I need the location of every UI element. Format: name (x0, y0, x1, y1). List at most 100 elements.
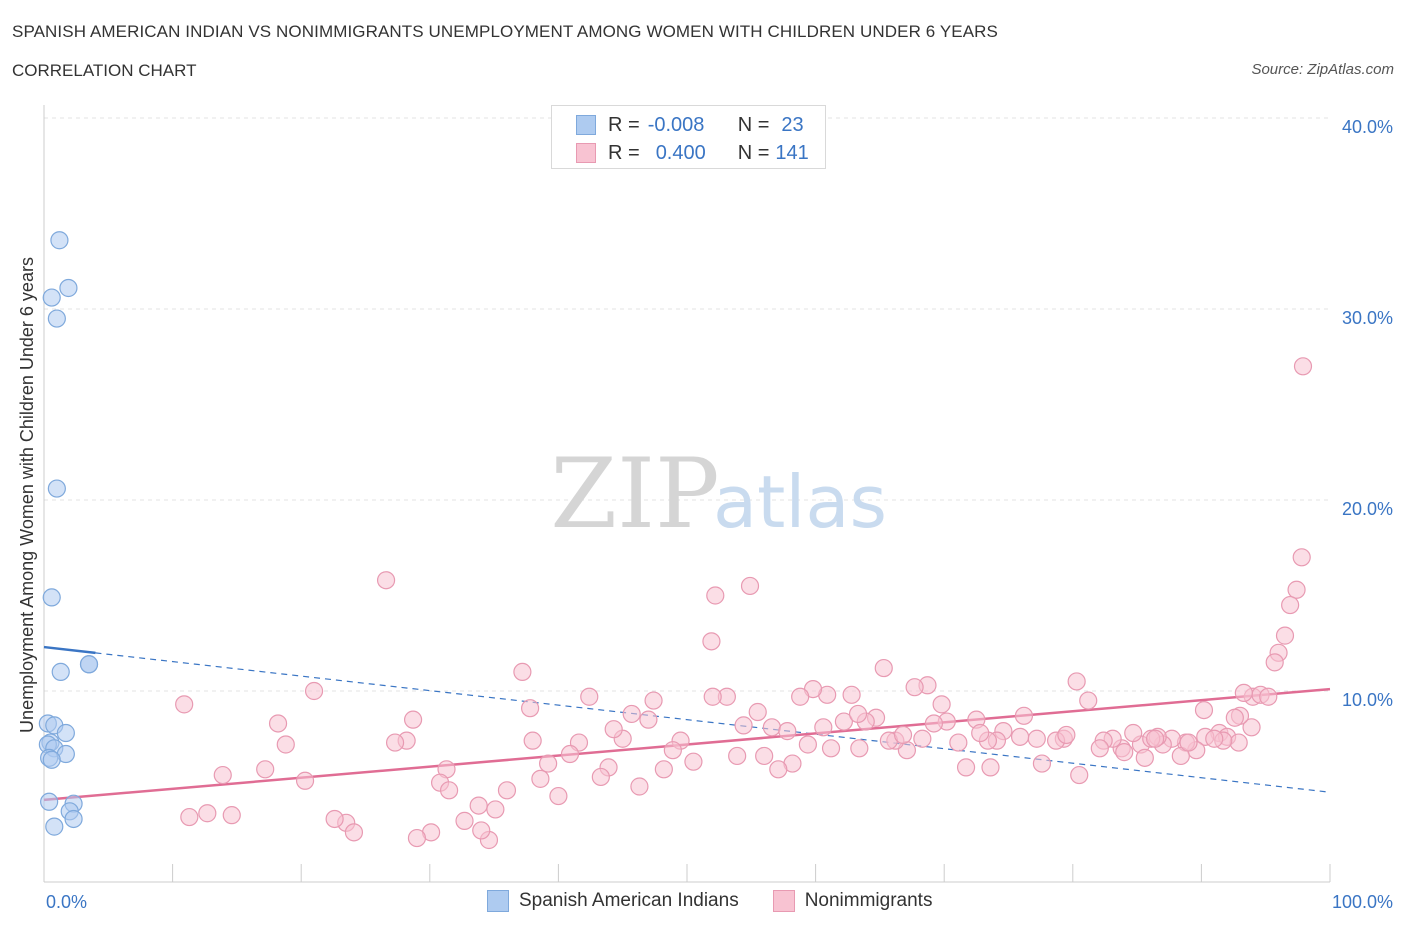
series-legend-item-nonimmigrants: Nonimmigrants (772, 890, 933, 912)
series-legend-item-spanish-american-indians: Spanish American Indians (487, 890, 739, 912)
point-nonimmigrants (472, 821, 491, 840)
point-spanish-american-indians (42, 288, 61, 307)
point-spanish-american-indians (56, 723, 75, 743)
point-nonimmigrants (580, 687, 599, 706)
point-nonimmigrants (734, 716, 753, 735)
point-nonimmigrants (639, 710, 658, 729)
point-nonimmigrants (1287, 580, 1306, 599)
point-nonimmigrants (1229, 733, 1248, 752)
point-nonimmigrants (654, 760, 673, 779)
watermark-zip: ZIP (550, 438, 719, 550)
point-nonimmigrants (1234, 683, 1253, 703)
point-spanish-american-indians (59, 278, 78, 298)
point-nonimmigrants (344, 823, 364, 842)
point-nonimmigrants (748, 702, 767, 722)
point-nonimmigrants (755, 746, 774, 766)
point-nonimmigrants (198, 804, 217, 823)
point-nonimmigrants (1090, 739, 1109, 758)
legend-r-label: R = (608, 141, 640, 164)
point-nonimmigrants (834, 712, 853, 731)
point-nonimmigrants (905, 678, 924, 697)
point-nonimmigrants (622, 704, 641, 724)
point-nonimmigrants (842, 685, 861, 704)
trend-line-spanish-american-indians-dashed (95, 652, 1331, 793)
y-tick-label: 40.0% (1342, 117, 1393, 137)
point-nonimmigrants (924, 714, 944, 733)
point-nonimmigrants (560, 744, 580, 764)
watermark-atlas: atlas (713, 460, 887, 544)
point-nonimmigrants (469, 796, 488, 815)
x-tick-label: 100.0% (1332, 892, 1393, 912)
point-nonimmigrants (821, 739, 841, 758)
series-legend-label: Spanish American Indians (519, 890, 739, 911)
point-nonimmigrants (521, 699, 540, 718)
series-legend: Spanish American Indians Nonimmigrants (487, 890, 966, 912)
grid-lines (44, 117, 1330, 692)
point-nonimmigrants (213, 765, 232, 785)
point-nonimmigrants (1265, 653, 1284, 672)
point-nonimmigrants (1194, 700, 1214, 720)
point-nonimmigrants (848, 704, 868, 724)
point-nonimmigrants (1057, 725, 1076, 745)
point-nonimmigrants (663, 741, 682, 760)
point-spanish-american-indians (64, 809, 83, 829)
point-nonimmigrants (1010, 727, 1030, 746)
point-nonimmigrants (814, 718, 833, 737)
point-nonimmigrants (325, 809, 344, 829)
legend-swatch-blue (576, 115, 596, 135)
point-spanish-american-indians (47, 309, 66, 328)
point-nonimmigrants (439, 781, 459, 800)
legend-swatch-pink (576, 143, 596, 163)
x-tick-label: 0.0% (46, 892, 87, 912)
point-nonimmigrants (1067, 672, 1086, 691)
series-legend-label: Nonimmigrants (804, 890, 933, 911)
point-nonimmigrants (874, 658, 893, 678)
point-nonimmigrants (513, 662, 532, 682)
y-tick-label: 30.0% (1342, 308, 1393, 328)
point-nonimmigrants (778, 722, 797, 741)
point-nonimmigrants (304, 681, 324, 701)
point-nonimmigrants (798, 735, 817, 754)
legend-r-label: R = (608, 113, 640, 136)
point-nonimmigrants (1070, 765, 1089, 785)
point-nonimmigrants (684, 752, 703, 771)
point-nonimmigrants (949, 733, 968, 752)
point-nonimmigrants (893, 725, 913, 745)
point-nonimmigrants (268, 714, 288, 733)
point-nonimmigrants (403, 710, 423, 729)
point-nonimmigrants (956, 758, 976, 777)
point-nonimmigrants (175, 695, 194, 714)
point-nonimmigrants (703, 687, 722, 706)
axis-labels: 10.0% 20.0% 30.0% 40.0% 0.0% 100.0% Unemployme… (17, 117, 1393, 912)
point-nonimmigrants (1032, 754, 1052, 773)
trend-line-spanish-american-indians (43, 645, 96, 655)
point-spanish-american-indians (51, 662, 70, 682)
point-nonimmigrants (740, 576, 760, 596)
legend-row-spanish-american-indians: R = -0.008 N = 23 (576, 113, 804, 137)
point-nonimmigrants (1171, 746, 1190, 766)
source-label: Source: ZipAtlas.com (1251, 61, 1394, 78)
point-nonimmigrants (604, 720, 623, 739)
point-nonimmigrants (1293, 357, 1313, 376)
point-nonimmigrants (981, 758, 1000, 777)
point-nonimmigrants (1146, 729, 1165, 748)
data-points (38, 231, 1313, 850)
point-nonimmigrants (1115, 743, 1134, 762)
point-spanish-american-indians (47, 479, 66, 498)
point-spanish-american-indians (40, 792, 59, 811)
y-tick-label: 10.0% (1342, 690, 1393, 710)
point-nonimmigrants (1014, 706, 1034, 725)
point-nonimmigrants (706, 586, 725, 605)
point-nonimmigrants (276, 735, 295, 754)
point-nonimmigrants (1281, 595, 1300, 615)
point-nonimmigrants (376, 571, 396, 590)
point-nonimmigrants (523, 731, 542, 750)
legend-r-value: -0.008 (647, 113, 705, 136)
point-nonimmigrants (1027, 729, 1046, 748)
point-nonimmigrants (702, 632, 721, 651)
point-nonimmigrants (1292, 548, 1311, 567)
point-nonimmigrants (1225, 708, 1244, 727)
legend-row-nonimmigrants: R = 0.400 N = 141 (576, 141, 809, 165)
series-swatch-blue (487, 890, 509, 912)
